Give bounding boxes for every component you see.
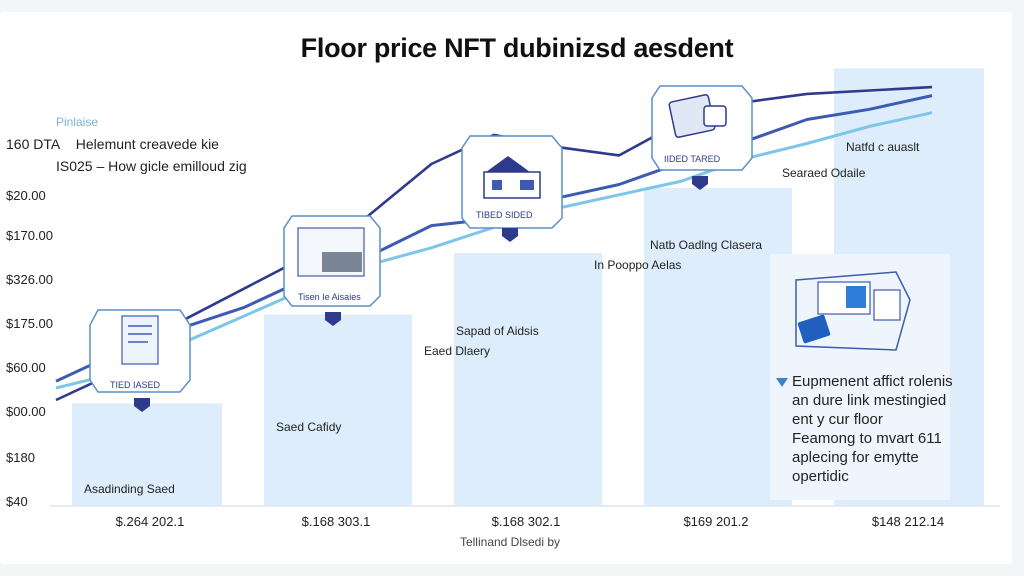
x-tick: $.168 302.1 xyxy=(491,514,561,529)
annotation: Searaed Odaile xyxy=(782,166,866,180)
legend-row-2: IS025 – How gicle emilloud zig xyxy=(56,158,247,174)
legend-text-2: – How gicle emilloud zig xyxy=(96,158,247,174)
legend-code-2: IS025 xyxy=(56,158,93,174)
legend-code-1: 160 DTA xyxy=(6,136,61,152)
annotation: In Pooppo Aelas xyxy=(594,258,682,272)
y-tick: $326.00 xyxy=(6,272,53,287)
annotation: Asadinding Saed xyxy=(84,482,175,496)
document-card-icon xyxy=(89,309,191,412)
x-tick: $148 212.14 xyxy=(871,514,945,529)
side-note: Eupmenent affict rolenis an dure link me… xyxy=(792,372,953,486)
x-axis-label: Tellinand Dlsedi by xyxy=(459,535,561,549)
bar xyxy=(454,252,602,506)
legend-row-1: 160 DTA Helemunt creavede kie xyxy=(6,136,219,152)
y-tick: $40 xyxy=(6,494,28,509)
chart-title: Floor price NFT dubinizsd aesdent xyxy=(300,33,734,63)
card-caption: Tisen Ie Aisaies xyxy=(298,292,361,302)
note-line: Eupmenent affict rolenis xyxy=(792,373,953,390)
y-tick: $00.00 xyxy=(6,404,46,419)
x-tick: $169 201.2 xyxy=(683,514,749,529)
card-caption: IIDED TARED xyxy=(664,154,721,164)
note-line: an dure link mestingied xyxy=(792,392,947,409)
card-caption: TIBED SIDED xyxy=(476,210,533,220)
bar xyxy=(72,403,222,506)
note-marker-icon xyxy=(776,378,788,387)
cards-card-icon xyxy=(651,85,753,190)
legend-text-1: Helemunt creavede kie xyxy=(75,136,219,152)
note-line: aplecing for emytte xyxy=(792,449,919,466)
annotation: Natfd c auaslt xyxy=(846,140,920,154)
y-tick: $170.00 xyxy=(6,228,53,243)
legend-tag: Pinlaise xyxy=(56,115,99,129)
bar xyxy=(644,187,792,506)
card-caption: TIED IASED xyxy=(110,380,161,390)
note-line: Feamong to mvart 611 xyxy=(792,430,942,447)
annotation: Sapad of Aidsis xyxy=(456,324,539,338)
payment-screens-icon xyxy=(770,254,950,500)
note-line: ent y cur floor xyxy=(792,411,883,428)
bar xyxy=(264,314,412,506)
shop-card-icon xyxy=(461,135,563,242)
x-tick: $.264 202.1 xyxy=(115,514,185,529)
y-tick: $175.00 xyxy=(6,316,53,331)
series-line xyxy=(55,85,933,402)
y-tick: $180 xyxy=(6,450,35,465)
y-tick: $20.00 xyxy=(6,188,46,203)
annotation: Saed Cafidy xyxy=(276,420,342,434)
note-line: opertidic xyxy=(792,468,849,485)
y-tick: $60.00 xyxy=(6,360,46,375)
annotation: Natb Oadlng Clasera xyxy=(650,238,763,252)
annotation: Eaed Dlaery xyxy=(424,344,491,358)
wallet-card-icon xyxy=(283,215,381,326)
x-tick: $.168 303.1 xyxy=(301,514,371,529)
